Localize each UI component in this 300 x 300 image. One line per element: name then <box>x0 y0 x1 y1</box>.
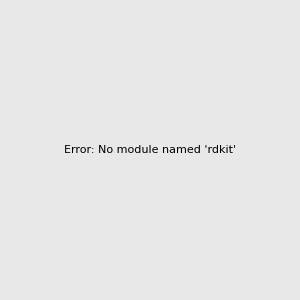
Text: Error: No module named 'rdkit': Error: No module named 'rdkit' <box>64 145 236 155</box>
